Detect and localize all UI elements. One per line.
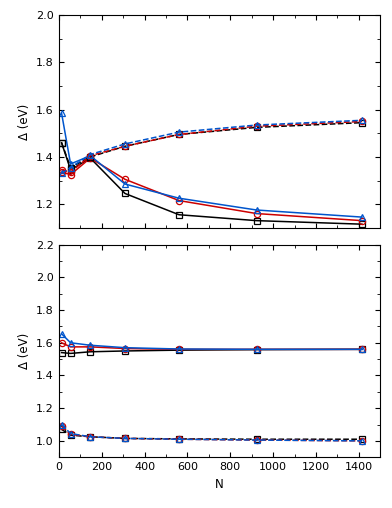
X-axis label: N: N — [215, 478, 224, 491]
Y-axis label: Δ (eV): Δ (eV) — [18, 333, 31, 369]
Y-axis label: Δ (eV): Δ (eV) — [18, 103, 31, 140]
